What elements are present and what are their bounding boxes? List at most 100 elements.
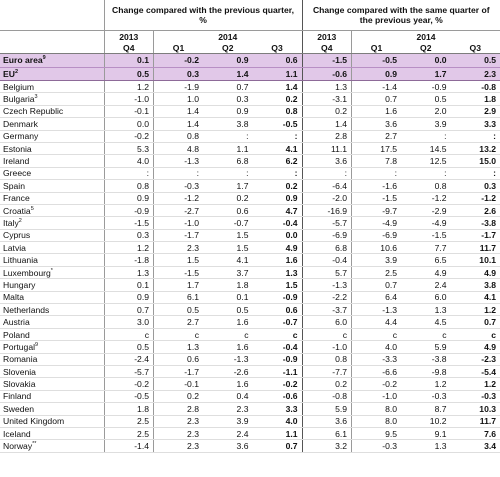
value-cell: 8.0 [351,415,402,428]
year-header: 2014 [351,30,500,42]
country-name: Poland [0,328,104,342]
value-cell: 1.7 [401,67,451,81]
country-label: United Kingdom [3,416,65,427]
value-cell: -1.2 [401,192,451,205]
value-cell: c [153,328,203,342]
value-cell: 1.6 [203,377,253,391]
value-cell: -3.3 [351,353,402,367]
value-cell: -5.7 [301,216,352,230]
table-row: Cyprus 0.3 -1.7 1.5 0.0 -6.9 -6.9 -1.5 -1.7 [0,229,500,243]
value-cell: -5.7 [103,365,154,379]
value-cell: 0.5 [103,67,154,81]
value-cell: 0.9 [203,105,253,119]
value-cell: 0.3 [450,179,500,193]
value-cell: -0.4 [301,253,352,267]
value-cell: -1.8 [103,253,154,267]
value-cell: -1.3 [301,278,352,292]
country-label: Hungary [3,279,36,290]
country-name: Iceland [0,427,104,441]
value-cell: 0.3 [103,229,154,243]
country-name: Croatia5 [0,204,104,218]
table-row: Romania -2.4 0.6 -1.3 -0.9 0.8 -3.3 -3.8 -2.3 [0,353,500,367]
table-row: Greece:::::::: [0,167,500,181]
value-cell: -1.1 [252,365,303,379]
value-cell: 6.1 [153,291,203,305]
value-cell: 0.8 [301,353,352,367]
value-cell: 0.0 [103,117,154,131]
value-cell: -1.3 [153,154,203,168]
value-cell: -0.5 [103,390,154,404]
value-cell: -2.9 [401,204,451,218]
value-cell: 3.2 [301,439,352,453]
table-row: Austria 3.0 2.7 1.6 -0.7 6.0 4.4 4.5 0.7 [0,315,500,329]
country-label: Belgium [3,81,35,92]
value-cell: -1.4 [103,439,154,453]
quarter-header: Q1 [351,42,402,54]
value-cell: 2.3 [153,415,203,428]
country-label: Slovakia [3,379,36,390]
value-cell: -0.3 [450,390,500,404]
value-cell: -1.5 [153,266,203,280]
value-cell: 0.3 [153,67,203,81]
value-cell: 0.7 [203,80,253,94]
value-cell: -0.7 [203,216,253,230]
value-cell: 3.3 [450,117,500,131]
value-cell: 6.8 [203,154,253,168]
footnote-marker: 2 [14,68,19,75]
table-row: United Kingdom 2.5 2.3 3.9 4.0 3.6 8.0 10.2 11.7 [0,415,500,428]
table-row: Bulgaria3 -1.0 1.0 0.3 0.2 -3.1 0.7 0.5 1.8 [0,92,500,106]
value-cell: -0.1 [103,105,154,119]
value-cell: 2.8 [301,130,352,143]
value-cell: 2.3 [153,241,203,255]
country-name: Euro area9 [0,53,104,68]
country-label: Finland [3,391,32,402]
footnote-marker: ** [32,441,37,448]
value-cell: 0.3 [203,92,253,106]
value-cell: 0.8 [103,179,154,193]
value-cell: 3.6 [301,154,352,168]
country-label: Norway [3,441,33,452]
value-cell: -6.9 [301,229,352,243]
table-row: Germany -0.2 0.8::2.8 2.7:: [0,130,500,143]
value-cell: 9.1 [401,427,451,441]
value-cell: 3.6 [351,117,402,131]
table-row: Latvia 1.2 2.3 1.5 4.9 6.8 10.6 7.7 11.7 [0,241,500,255]
value-cell: -0.3 [351,439,402,453]
value-cell: 0.5 [153,303,203,317]
value-cell: 3.9 [401,117,451,131]
year-header: 2013 [301,30,352,42]
value-cell: 6.4 [351,291,402,305]
value-cell: -7.7 [301,365,352,379]
value-cell: c [252,328,303,342]
header-blank [0,42,104,54]
value-cell: 5.9 [401,340,451,354]
value-cell: -0.2 [103,377,154,391]
country-label: Italy [3,217,19,228]
value-cell: 6.0 [401,291,451,305]
value-cell: -2.7 [153,204,203,218]
country-name: Slovenia [0,365,104,379]
country-label: Netherlands [3,304,50,315]
value-cell: 2.3 [203,402,253,416]
value-cell: 6.5 [401,253,451,267]
value-cell: 12.5 [401,154,451,168]
value-cell: 1.1 [203,142,253,156]
value-cell: 3.4 [450,439,500,453]
country-label: Greece [3,168,32,179]
value-cell: 0.8 [153,130,203,143]
value-cell: -1.5 [301,53,352,68]
value-cell: 6.2 [252,154,303,168]
value-cell: 2.3 [450,67,500,81]
value-cell: -0.2 [351,377,402,391]
value-cell: : [252,130,303,143]
value-cell: 4.8 [153,142,203,156]
value-cell: 1.2 [401,377,451,391]
country-name: Hungary [0,278,104,292]
value-cell: -16.9 [301,204,352,218]
value-cell: 1.5 [203,229,253,243]
country-name: Portugal9 [0,340,104,354]
value-cell: -0.9 [252,291,303,305]
value-cell: 9.5 [351,427,402,441]
value-cell: -0.7 [252,315,303,329]
table-row: Denmark 0.0 1.4 3.8 -0.5 1.4 3.6 3.9 3.3 [0,117,500,131]
